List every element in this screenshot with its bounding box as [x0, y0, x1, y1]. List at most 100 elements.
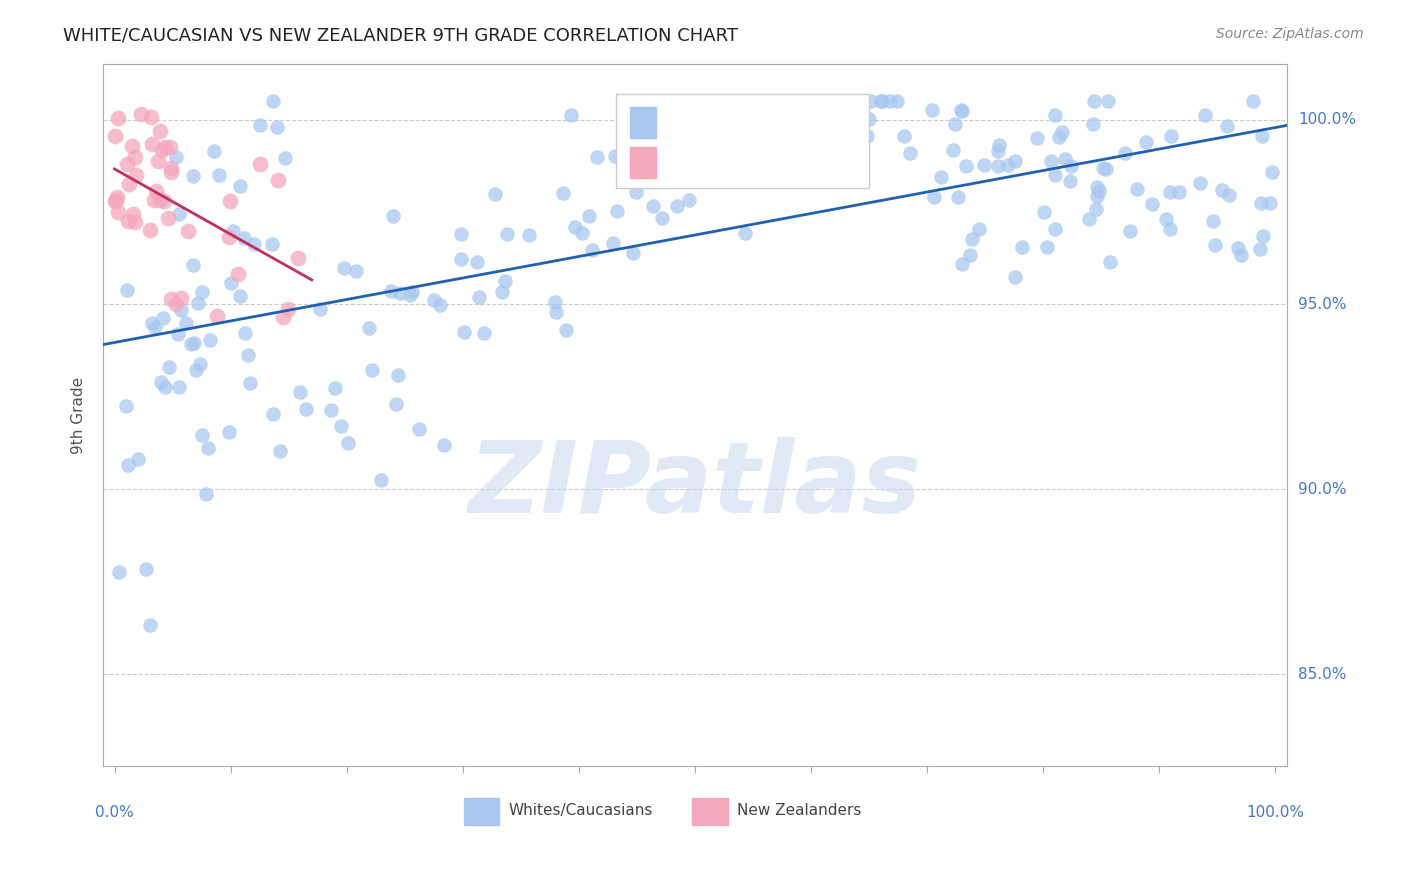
Point [987, 159, 1010, 173]
Point [330, 419, 353, 434]
Point [1047, 130, 1070, 145]
Text: ZIPatlas: ZIPatlas [468, 437, 921, 534]
Point [494, 274, 516, 288]
Point [1211, 183, 1233, 197]
Point [858, 112, 880, 127]
Point [105, 189, 128, 203]
Point [517, 228, 540, 243]
Point [796, 94, 818, 108]
Point [194, 487, 217, 501]
Point [564, 219, 586, 234]
Point [288, 384, 311, 399]
Text: R =: R = [668, 113, 703, 131]
Point [176, 316, 198, 330]
Point [1260, 165, 1282, 179]
Point [118, 177, 141, 191]
Point [959, 248, 981, 262]
Point [266, 120, 288, 134]
Point [1050, 125, 1073, 139]
Point [115, 283, 138, 297]
Point [121, 138, 143, 153]
Point [987, 144, 1010, 158]
Point [870, 94, 893, 108]
Point [838, 147, 860, 161]
Point [145, 184, 167, 198]
Point [799, 94, 821, 108]
Point [1230, 248, 1253, 262]
Point [135, 562, 157, 576]
Point [606, 204, 628, 219]
Point [1085, 189, 1108, 203]
Point [165, 297, 187, 311]
Point [1088, 184, 1111, 198]
Point [578, 209, 600, 223]
Point [603, 149, 626, 163]
Point [950, 256, 973, 270]
Point [233, 326, 256, 341]
Text: 90.0%: 90.0% [1298, 482, 1347, 497]
Point [207, 309, 229, 323]
Text: R =: R = [668, 153, 703, 171]
Point [105, 194, 128, 208]
Point [1045, 222, 1067, 236]
Point [825, 94, 848, 108]
Point [737, 116, 759, 130]
Point [924, 190, 946, 204]
Point [641, 199, 664, 213]
Point [1160, 129, 1182, 144]
Point [187, 295, 209, 310]
Point [344, 264, 367, 278]
Point [107, 205, 129, 219]
Point [218, 230, 240, 244]
Point [929, 169, 952, 184]
Point [239, 376, 262, 390]
Point [262, 407, 284, 421]
Point [1189, 176, 1212, 190]
Point [357, 321, 380, 335]
Point [1085, 180, 1108, 194]
FancyBboxPatch shape [693, 798, 728, 825]
Point [160, 165, 183, 179]
Point [893, 128, 915, 143]
Point [636, 122, 658, 136]
Point [388, 285, 411, 300]
Point [148, 194, 170, 208]
Point [146, 154, 169, 169]
Point [450, 227, 472, 241]
Point [1043, 168, 1066, 182]
Point [153, 194, 176, 208]
Point [139, 111, 162, 125]
Point [734, 226, 756, 240]
Point [1043, 108, 1066, 122]
Point [262, 94, 284, 108]
Point [219, 277, 242, 291]
Point [433, 438, 456, 452]
Point [159, 161, 181, 176]
Point [491, 285, 513, 299]
Point [274, 151, 297, 165]
Point [167, 207, 190, 221]
Point [1036, 240, 1059, 254]
Point [104, 194, 127, 209]
Point [1250, 196, 1272, 211]
Point [553, 186, 575, 200]
Point [1126, 182, 1149, 196]
Point [165, 150, 187, 164]
Point [139, 618, 162, 632]
Text: 200: 200 [820, 113, 853, 131]
Point [180, 336, 202, 351]
Point [949, 103, 972, 117]
Point [337, 436, 360, 450]
Point [955, 159, 977, 173]
Point [544, 294, 567, 309]
Point [1250, 129, 1272, 144]
Text: N =: N = [772, 153, 808, 171]
Point [122, 206, 145, 220]
Point [262, 237, 284, 252]
Point [1218, 187, 1240, 202]
Point [190, 285, 212, 300]
Text: 95.0%: 95.0% [1298, 297, 1347, 312]
Point [181, 169, 204, 183]
Point [115, 399, 138, 413]
Point [125, 168, 148, 182]
